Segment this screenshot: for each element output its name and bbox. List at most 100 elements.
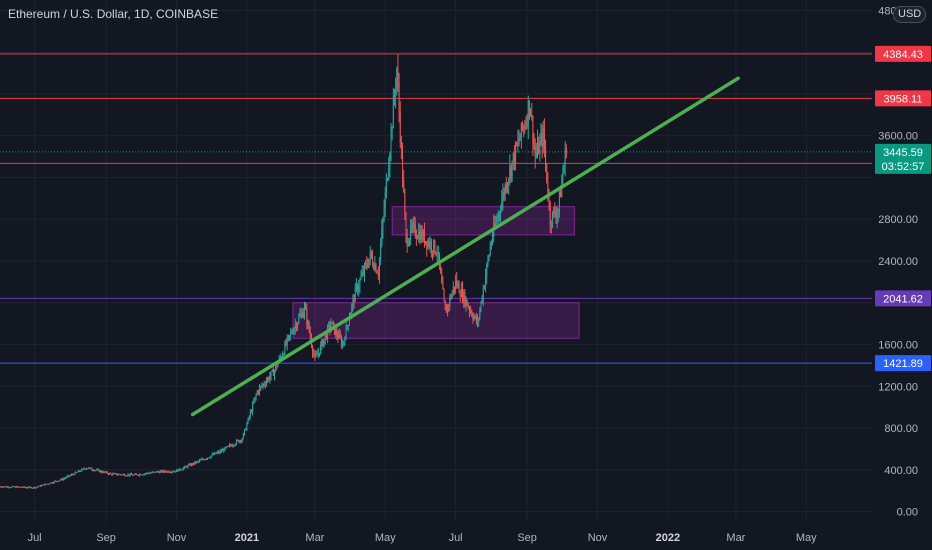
candle-body	[404, 192, 406, 214]
candle-body	[300, 312, 302, 315]
candle-body	[194, 462, 196, 464]
candle-body	[210, 455, 212, 458]
candle-body	[412, 222, 414, 228]
candle-body	[314, 354, 316, 357]
candle-body	[447, 305, 449, 313]
candle-body	[533, 143, 535, 146]
candle-body	[528, 100, 530, 110]
candle-body	[319, 352, 321, 354]
candle-body	[189, 464, 191, 466]
candle-body	[117, 474, 119, 476]
candle-body	[547, 181, 549, 198]
candle-body	[156, 471, 158, 473]
candle-body	[114, 473, 116, 475]
candle-body	[4, 486, 6, 488]
candle-body	[470, 310, 472, 312]
candle-body	[58, 480, 60, 482]
candle-body	[31, 487, 33, 489]
candle-body	[15, 486, 17, 488]
candle-body	[6, 486, 8, 488]
candle-body	[414, 223, 416, 237]
candle-body	[66, 476, 68, 478]
candle-body	[387, 178, 389, 180]
candle-body	[139, 474, 141, 476]
candle-body	[21, 487, 23, 489]
candle-body	[565, 148, 567, 156]
candle-body	[269, 376, 271, 381]
candle-body	[550, 225, 552, 227]
candle-body	[531, 116, 533, 118]
grid-lines	[0, 0, 872, 522]
candle-body	[525, 122, 527, 128]
zone-rectangles	[292, 206, 580, 339]
candle-body	[313, 352, 315, 355]
price-axis[interactable]: 0.00 400.00 800.00 1200.00 1600.00 2400.00 280…	[878, 5, 918, 518]
candle-body	[435, 252, 437, 255]
candle-body	[354, 286, 356, 302]
candle-body	[253, 401, 255, 404]
candle-body	[299, 314, 301, 317]
candle-body	[335, 329, 337, 334]
candle-body	[361, 271, 363, 277]
candle-body	[402, 147, 404, 181]
candle-body	[142, 474, 144, 476]
candle-body	[59, 479, 61, 481]
candle-body	[192, 463, 194, 465]
candle-body	[347, 325, 349, 327]
candle-body	[83, 468, 85, 470]
candle-body	[171, 471, 173, 473]
time-tick-label: Mar	[305, 532, 324, 544]
currency-badge[interactable]: USD	[893, 6, 927, 23]
candle-body	[62, 478, 64, 480]
candle-body	[561, 181, 563, 198]
candle-body	[96, 469, 98, 471]
candle-body	[57, 481, 59, 483]
candle-body	[219, 450, 221, 453]
candle-body	[429, 241, 431, 247]
candle-body	[336, 329, 338, 336]
candle-body	[199, 460, 201, 462]
candle-body	[317, 352, 319, 355]
candle-body	[381, 228, 383, 246]
candle-body	[82, 468, 84, 470]
candle-body	[110, 473, 112, 475]
candle-body	[292, 332, 294, 334]
candle-body	[259, 387, 261, 393]
candle-body	[382, 218, 384, 229]
candle-body	[128, 474, 130, 476]
candle-body	[157, 471, 159, 473]
candle-body	[315, 354, 317, 357]
candle-body	[418, 231, 420, 239]
candle-body	[462, 288, 464, 301]
candle-body	[137, 475, 139, 477]
candle-body	[237, 440, 239, 442]
candle-body	[95, 470, 97, 472]
candle-body	[68, 475, 70, 477]
candle-body	[440, 265, 442, 274]
candle-body	[92, 470, 94, 472]
candle-body	[242, 433, 244, 440]
candle-body	[400, 142, 402, 148]
candle-body	[263, 384, 265, 386]
candle-body	[167, 471, 169, 473]
candle-body	[208, 457, 210, 459]
candle-body	[297, 323, 299, 328]
candle-body	[357, 285, 359, 292]
candle-body	[160, 470, 162, 472]
candle-body	[345, 326, 347, 340]
candle-body	[14, 486, 16, 488]
candle-body	[351, 304, 353, 314]
candle-body	[291, 332, 293, 334]
candle-body	[537, 141, 539, 154]
candle-body	[455, 279, 457, 289]
candle-body	[331, 322, 333, 325]
candle-body	[86, 468, 88, 470]
time-axis[interactable]: Jul Sep Nov 2021 Mar May Jul Sep Nov 2022 Mar May	[28, 532, 818, 544]
candle-body	[481, 299, 483, 302]
candle-body	[359, 279, 361, 287]
candle-body	[511, 161, 513, 176]
candle-body	[438, 252, 440, 266]
candle-body	[261, 385, 263, 387]
